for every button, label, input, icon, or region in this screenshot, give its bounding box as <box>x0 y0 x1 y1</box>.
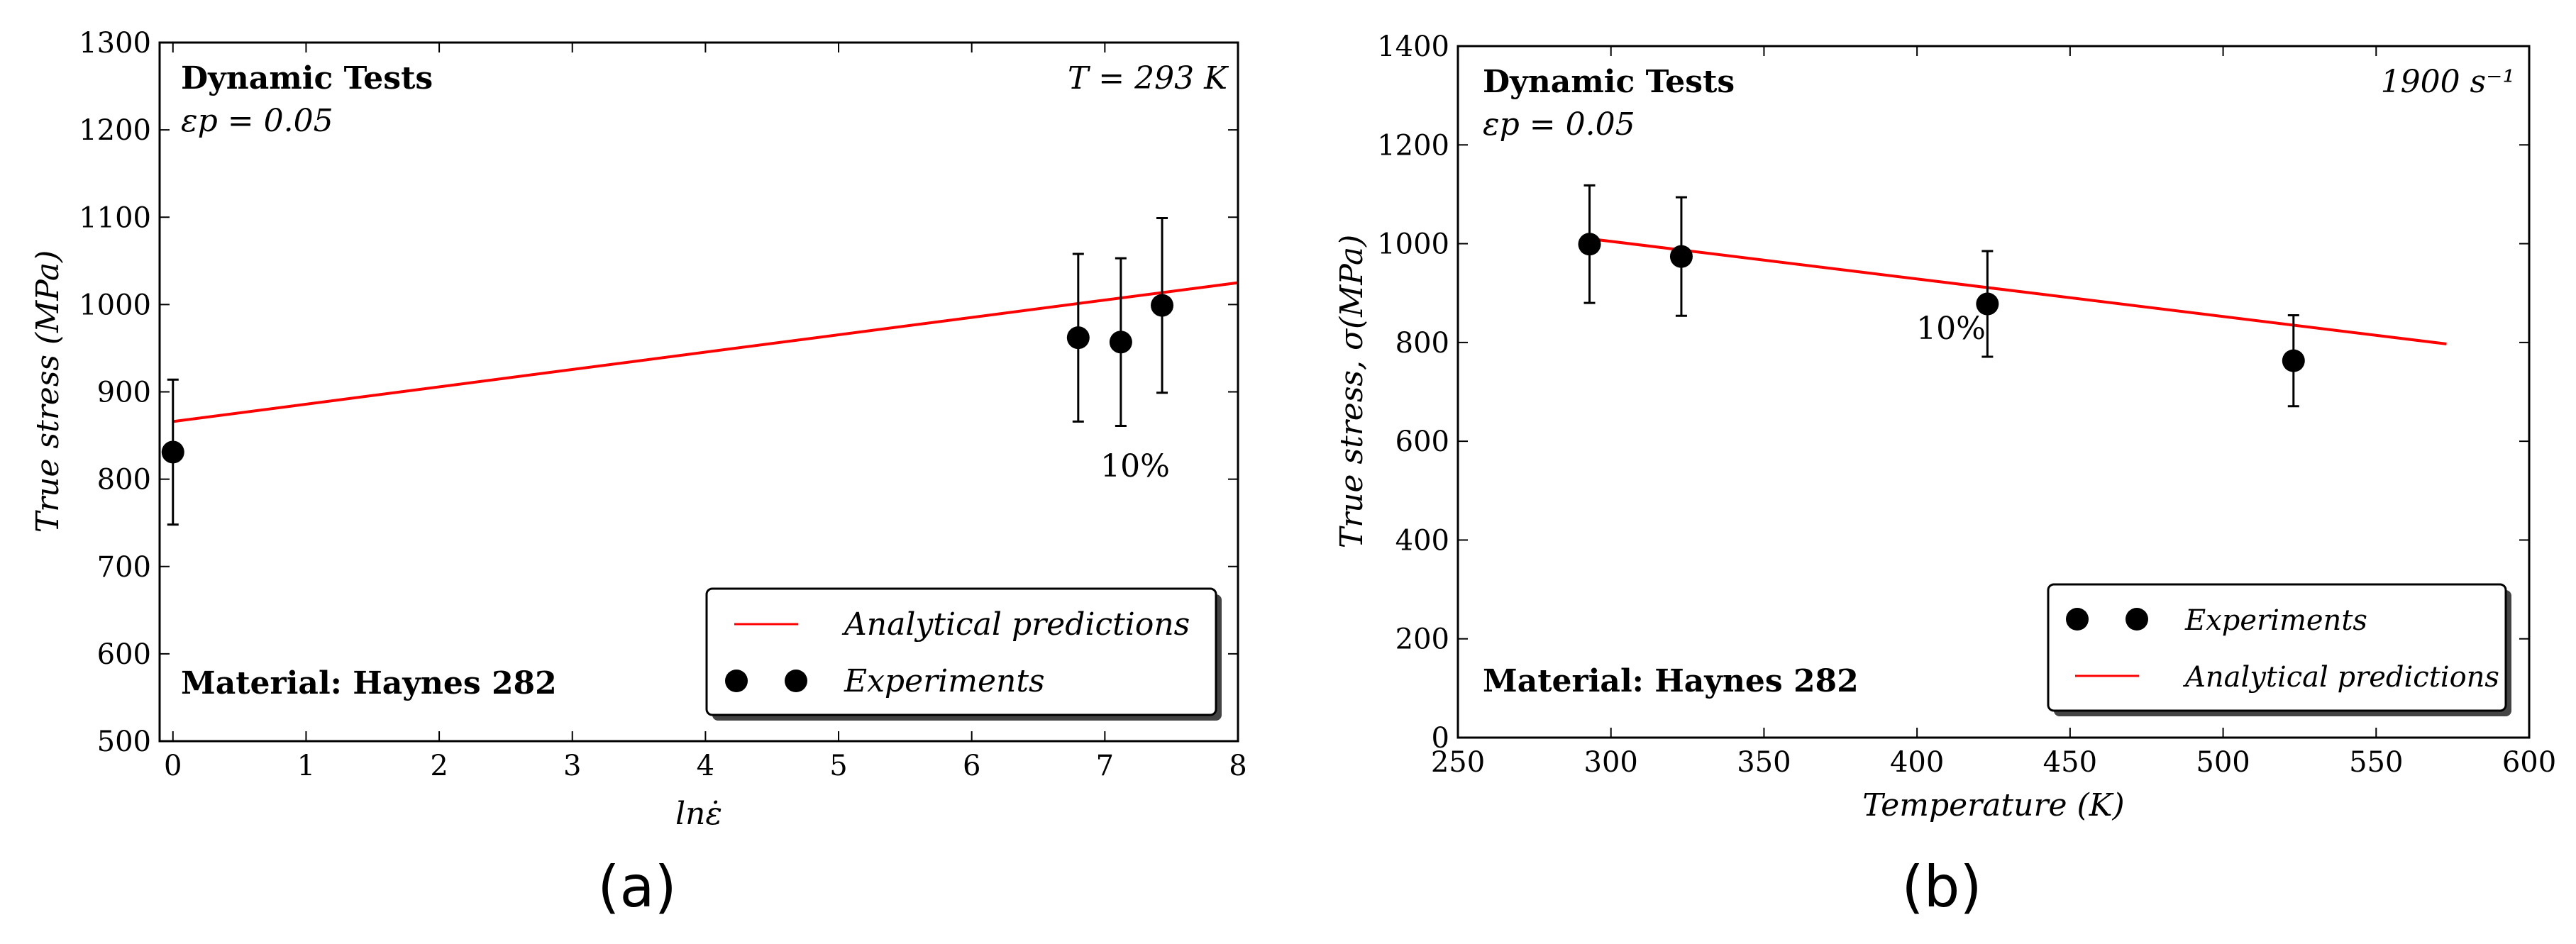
chart-b-xtick-label: 300 <box>1584 746 1638 779</box>
chart-a-ytick-label: 700 <box>97 551 151 584</box>
chart-a-xtick-label: 3 <box>563 750 581 782</box>
chart-a-data-point <box>161 440 184 464</box>
chart-a-legend-box <box>705 587 1217 716</box>
chart-b-legend-label: Experiments <box>2184 604 2367 637</box>
chart-a-frame <box>158 41 1239 743</box>
chart-a-ytick-label: 800 <box>97 464 151 496</box>
chart-a-strain: εp = 0.05 <box>181 103 333 139</box>
chart-b-xtick-label: 550 <box>2349 746 2403 779</box>
chart-b-data-point <box>1976 292 1999 316</box>
chart-a-xtick-label: 5 <box>829 750 847 782</box>
chart-b-data-point <box>2282 349 2305 372</box>
chart-a-xtick-label: 1 <box>297 750 315 782</box>
chart-b-ytick-label: 0 <box>1432 722 1449 755</box>
chart-a-legend-label: Experiments <box>844 663 1045 699</box>
chart-a-xtick-label: 8 <box>1229 750 1246 782</box>
chart-b-xtick-label: 400 <box>1890 746 1944 779</box>
chart-a-xtick-label: 0 <box>164 750 182 782</box>
chart-b-ytick-label: 1400 <box>1377 30 1449 63</box>
chart-a-xtick-label: 6 <box>963 750 980 782</box>
chart-b-legend-point-swatch <box>2066 608 2089 631</box>
chart-a-temperature: T = 293 K <box>1068 60 1229 96</box>
chart-a-legend-point-swatch <box>785 670 807 692</box>
chart-b-rate: 1900 s⁻¹ <box>2381 64 2515 100</box>
chart-a-xtick-label: 4 <box>697 750 714 782</box>
chart-a-ytick-label: 1300 <box>79 27 151 60</box>
chart-a-xtick-label: 7 <box>1096 750 1114 782</box>
chart-a-ytick-label: 1100 <box>79 201 151 234</box>
chart-b-xtick-label: 600 <box>2502 746 2556 779</box>
chart-a-xlabel: lnε̇ <box>675 796 722 832</box>
chart-a-xtick-label: 2 <box>430 750 448 782</box>
chart-b-legend: Experiments Analytical predictions <box>2047 583 2511 716</box>
chart-b-frame <box>1456 45 2531 739</box>
chart-b-legend-label: Analytical predictions <box>2182 661 2499 694</box>
chart-a-data-point <box>1066 326 1090 350</box>
chart-b-prediction-line <box>1589 237 2447 345</box>
chart-b-ytick-label: 1200 <box>1377 129 1449 162</box>
chart-b-data-point <box>1669 245 1693 268</box>
chart-b-heading: Dynamic Tests <box>1483 64 1735 100</box>
chart-b-ytick-label: 1000 <box>1377 228 1449 261</box>
chart-b-xtick-label: 250 <box>1431 746 1485 779</box>
chart-b-material: Material: Haynes 282 <box>1483 663 1859 699</box>
chart-a-legend: Analytical predictions Experiments <box>705 587 1222 721</box>
chart-b-xtick-label: 500 <box>2196 746 2250 779</box>
chart-a-ylabel: True stress (MPa) <box>30 250 66 533</box>
chart-a-error-label: 10% <box>1100 448 1170 484</box>
chart-b-error-label: 10% <box>1916 311 1986 347</box>
chart-b-legend-box <box>2047 583 2507 712</box>
chart-a-heading: Dynamic Tests <box>181 60 433 96</box>
chart-b-ytick-label: 600 <box>1395 426 1449 458</box>
panel-label-b: (b) <box>1901 854 1981 920</box>
chart-a-ytick-label: 900 <box>97 377 151 409</box>
chart-b: 250 300 350 400 450 500 550 600 0 200 400 600 800 10… <box>1334 30 2556 823</box>
chart-a-data-point <box>1109 331 1132 354</box>
chart-a-legend-point-swatch <box>725 670 748 692</box>
chart-b-ytick-label: 800 <box>1395 327 1449 360</box>
chart-a-ytick-label: 1200 <box>79 114 151 147</box>
chart-a-material: Material: Haynes 282 <box>181 665 557 701</box>
chart-b-xtick-label: 450 <box>2043 746 2097 779</box>
chart-a-prediction-line <box>172 281 1239 423</box>
chart-a-legend-label: Analytical predictions <box>841 606 1190 643</box>
chart-b-ytick-label: 200 <box>1395 623 1449 656</box>
chart-a-ytick-label: 1000 <box>79 289 151 321</box>
panel-label-a: (a) <box>597 854 676 920</box>
chart-a-ytick-label: 500 <box>97 726 151 758</box>
chart-a-ytick-label: 600 <box>97 638 151 671</box>
chart-b-data-point <box>1578 233 1601 256</box>
chart-b-legend-point-swatch <box>2126 608 2148 631</box>
chart-b-ylabel: True stress, σ(MPa) <box>1334 235 1370 549</box>
chart-b-ytick-label: 400 <box>1395 524 1449 557</box>
chart-b-strain: εp = 0.05 <box>1483 106 1635 143</box>
chart-b-xlabel: Temperature (K) <box>1862 787 2124 823</box>
chart-a-data-point <box>1151 294 1174 317</box>
chart-b-xtick-label: 350 <box>1737 746 1791 779</box>
chart-a: 0 1 2 3 4 5 6 7 8 500 600 700 800 900 1000 1100 1200 130… <box>30 27 1247 832</box>
